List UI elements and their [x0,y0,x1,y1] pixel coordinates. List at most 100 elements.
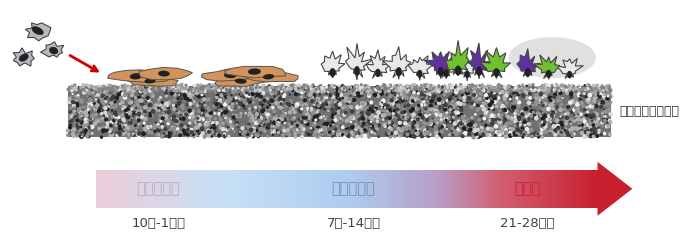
Point [433,105,444,109]
Point [416,110,427,114]
Point [561,88,572,92]
Point [575,94,587,97]
Point [358,107,370,111]
Point [500,128,512,132]
Bar [141,170,142,208]
Point [252,93,263,97]
Point [439,106,450,109]
Point [444,97,455,101]
Point [392,100,403,104]
Point [166,131,177,135]
Point [467,120,478,124]
Point [130,106,141,110]
Point [443,115,454,119]
Point [583,100,594,104]
Point [440,89,452,93]
Point [433,98,444,101]
Point [119,125,130,129]
Point [446,88,457,92]
Point [321,96,332,100]
Point [426,108,437,111]
Point [127,93,138,97]
Point [215,86,226,90]
Point [582,93,593,97]
Point [104,135,115,138]
Bar [296,170,297,208]
Point [335,99,346,102]
Point [507,115,518,119]
Point [188,88,199,92]
Bar [403,170,404,208]
Point [315,115,326,119]
Point [257,123,268,126]
Point [219,89,230,93]
Point [177,89,188,93]
Point [571,87,582,91]
Point [265,89,276,93]
Point [244,86,255,90]
Point [455,102,466,106]
Point [327,83,338,87]
Point [380,105,391,109]
Point [90,100,101,104]
Point [377,113,388,116]
Point [150,104,161,108]
Point [388,112,399,116]
Point [400,85,412,89]
Point [236,97,247,100]
Bar [367,170,368,208]
Point [377,105,388,108]
Point [531,86,542,90]
Point [546,86,557,90]
Point [207,83,218,87]
Point [469,129,480,133]
Point [311,128,322,132]
Point [157,123,168,126]
Point [169,83,180,87]
Ellipse shape [19,54,28,61]
Point [384,107,395,110]
Point [457,124,468,128]
Point [194,87,205,91]
Bar [557,170,559,208]
Point [157,134,168,138]
Point [596,85,608,89]
Bar [127,170,128,208]
Point [424,112,435,116]
Point [474,118,485,122]
Point [400,133,411,137]
Point [225,108,237,111]
Point [473,85,484,89]
Point [83,106,94,110]
Point [102,84,113,88]
Point [374,85,385,89]
Point [115,85,126,89]
Point [194,85,205,89]
Point [579,134,590,138]
Point [286,84,297,87]
Point [254,98,265,102]
Point [491,90,503,93]
Bar [416,170,418,208]
Point [451,95,462,98]
Point [78,110,89,114]
Point [307,101,318,105]
Point [243,123,254,126]
Point [477,101,489,105]
Point [526,133,538,137]
Point [223,84,235,88]
Point [127,96,139,100]
Bar [132,170,133,208]
Point [206,127,218,131]
Point [440,101,452,105]
Point [418,86,429,90]
Point [456,132,468,136]
Point [87,117,98,121]
Point [402,84,414,88]
Point [358,114,369,118]
Ellipse shape [50,47,58,54]
Bar [465,170,466,208]
Point [486,88,497,92]
Point [93,102,104,106]
Point [531,86,542,89]
